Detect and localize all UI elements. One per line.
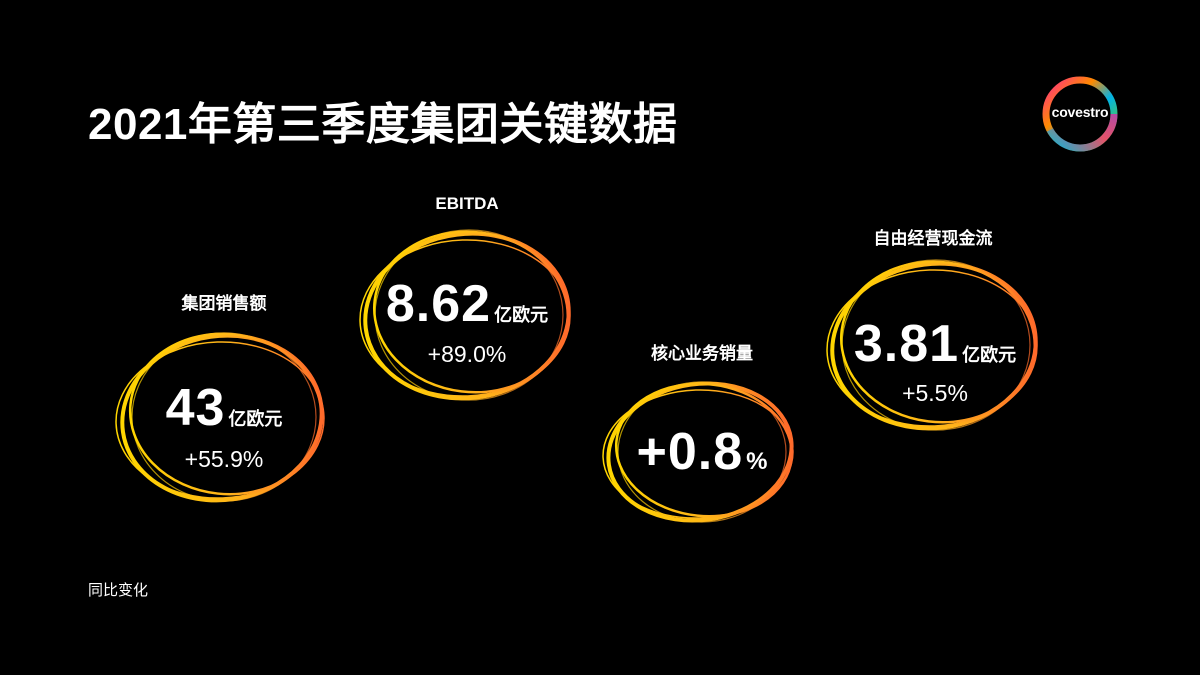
kpi-label: EBITDA: [435, 194, 499, 213]
logo-ring-icon: [1042, 76, 1118, 152]
kpi-label: 集团销售额: [181, 294, 267, 313]
kpi-value: 8.62: [385, 275, 492, 333]
scribble-circle-icon: [115, 332, 325, 503]
kpi-change: +89.0%: [427, 341, 507, 367]
kpi-change: +5.5%: [902, 380, 968, 406]
scribble-circle-icon: [826, 259, 1038, 431]
logo-text: covestro: [1051, 104, 1109, 120]
kpi-value-line: +0.8%: [637, 422, 768, 482]
kpi-unit: %: [746, 448, 768, 475]
scribble-circle-icon: [359, 229, 571, 401]
kpi-value-line: 8.62 亿欧元: [386, 274, 548, 334]
kpi-unit: 亿欧元: [494, 305, 549, 325]
kpi-value-line: 43 亿欧元: [166, 378, 283, 438]
kpi-change: +55.9%: [184, 446, 264, 472]
covestro-logo: covestro: [1040, 74, 1120, 154]
kpi-label: 核心业务销量: [651, 344, 753, 363]
kpi-unit: 亿欧元: [962, 345, 1017, 365]
kpi-value: 3.81: [853, 315, 960, 373]
kpi-value: 43: [165, 379, 226, 437]
kpi-unit: 亿欧元: [228, 409, 283, 429]
scribble-circle-icon: [602, 381, 794, 523]
kpi-label: 自由经营现金流: [873, 229, 993, 248]
kpi-value-line: 3.81 亿欧元: [854, 314, 1016, 374]
kpi-value: +0.8: [636, 423, 744, 481]
page-title: 2021年第三季度集团关键数据: [88, 100, 678, 149]
footnote: 同比变化: [88, 582, 149, 599]
